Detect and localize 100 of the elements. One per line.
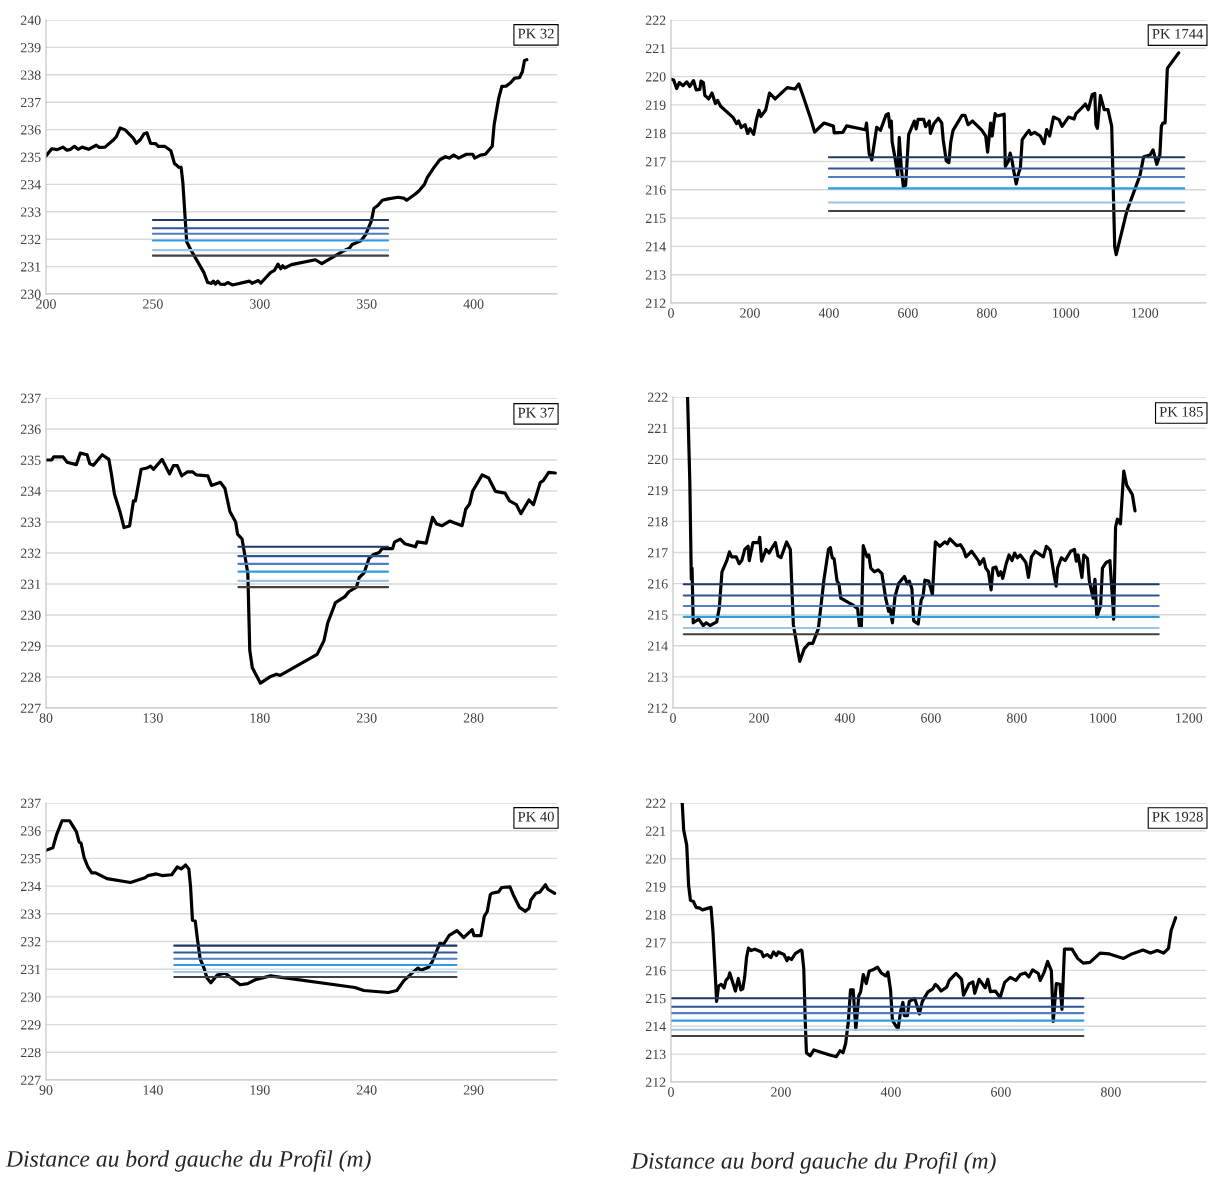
annotation: PK 1928 (1152, 811, 1203, 822)
y-tick-label: 228 (20, 1047, 41, 1058)
y-tick-label: 214 (645, 1021, 666, 1032)
x-tick-label: 1200 (1176, 713, 1203, 723)
x-tick-label: 90 (39, 1085, 53, 1095)
y-tick-label: 217 (645, 938, 666, 948)
x-tick-label: 80 (39, 713, 53, 723)
x-tick-label: 280 (463, 713, 484, 723)
x-tick-label: 250 (143, 299, 163, 309)
y-tick-label: 221 (645, 826, 666, 836)
y-tick-label: 213 (647, 672, 668, 682)
x-tick-label: 300 (250, 299, 270, 309)
y-tick-label: 217 (647, 548, 668, 558)
y-tick-label: 236 (20, 125, 41, 135)
y-tick-label: 235 (20, 854, 41, 864)
y-tick-label: 214 (647, 641, 668, 651)
x-tick-label: 190 (250, 1085, 270, 1095)
y-tick-label: 230 (20, 289, 41, 299)
y-tick-label: 232 (20, 937, 41, 947)
x-tick-label: 1200 (1132, 308, 1159, 318)
y-tick-label: 215 (645, 213, 666, 224)
y-tick-label: 238 (20, 70, 41, 80)
x-tick-label: 600 (898, 308, 918, 318)
y-tick-label: 216 (645, 966, 666, 976)
x-axis-title: Distance au bord gauche du Profil (m) (630, 1152, 996, 1174)
x-tick-label: 0 (668, 308, 674, 318)
y-tick-label: 233 (20, 517, 41, 527)
annotation: PK 1744 (1152, 28, 1204, 39)
y-tick-label: 222 (647, 392, 668, 402)
y-tick-label: 239 (20, 43, 41, 53)
y-tick-label: 233 (20, 909, 41, 919)
annotation: PK 37 (517, 407, 555, 418)
y-tick-label: 228 (20, 672, 41, 682)
y-tick-label: 221 (647, 423, 668, 433)
x-tick-label: 180 (250, 713, 270, 723)
y-tick-label: 229 (20, 641, 41, 651)
y-tick-label: 214 (645, 242, 666, 252)
x-tick-label: 200 (749, 713, 769, 723)
x-tick-label: 1000 (1053, 308, 1080, 318)
y-tick-label: 219 (645, 100, 666, 110)
y-tick-label: 229 (20, 1020, 41, 1030)
y-tick-label: 213 (645, 1049, 666, 1060)
y-tick-label: 218 (645, 910, 666, 920)
y-tick-label: 232 (20, 234, 41, 245)
x-tick-label: 600 (921, 713, 941, 723)
y-tick-label: 235 (20, 152, 41, 162)
y-tick-label: 231 (20, 579, 41, 589)
y-tick-label: 236 (20, 424, 41, 434)
y-tick-label: 220 (645, 854, 666, 864)
x-tick-label: 290 (463, 1085, 484, 1095)
x-axis-title: Distance au bord gauche du Profil (m) (5, 1150, 371, 1172)
x-tick-label: 600 (991, 1087, 1011, 1097)
x-tick-label: 240 (356, 1085, 377, 1095)
x-tick-label: 1000 (1090, 713, 1117, 723)
x-tick-label: 200 (36, 299, 56, 309)
y-tick-label: 231 (20, 262, 41, 272)
y-tick-label: 234 (20, 180, 41, 190)
x-tick-label: 0 (668, 1087, 674, 1097)
x-tick-label: 350 (356, 299, 377, 309)
y-tick-label: 213 (645, 270, 666, 280)
x-tick-label: 400 (834, 713, 855, 723)
y-tick-label: 234 (20, 486, 41, 496)
y-tick-label: 232 (20, 548, 41, 558)
y-tick-label: 233 (20, 207, 41, 217)
y-tick-label: 212 (645, 298, 666, 308)
annotation: PK 185 (1159, 406, 1203, 417)
y-tick-label: 219 (647, 485, 668, 496)
y-tick-label: 234 (20, 881, 41, 892)
x-tick-label: 800 (1006, 713, 1027, 723)
line-series (685, 397, 1137, 663)
y-tick-label: 237 (20, 798, 41, 808)
y-tick-label: 215 (647, 610, 668, 620)
annotation: PK 32 (517, 28, 554, 39)
y-tick-label: 218 (647, 516, 668, 527)
y-tick-label: 217 (645, 157, 666, 167)
x-tick-label: 0 (670, 713, 676, 723)
x-tick-label: 130 (143, 713, 163, 723)
x-tick-label: 800 (976, 308, 997, 318)
y-tick-label: 230 (20, 992, 41, 1002)
y-tick-label: 220 (645, 72, 666, 82)
line-series (671, 51, 1181, 257)
line-series (46, 58, 529, 287)
y-tick-label: 212 (645, 1077, 666, 1087)
x-tick-label: 400 (818, 308, 839, 318)
x-tick-label: 400 (880, 1087, 901, 1097)
y-tick-label: 222 (645, 15, 666, 25)
y-tick-label: 212 (647, 703, 668, 713)
y-tick-label: 216 (647, 579, 668, 589)
annotation: PK 40 (517, 811, 554, 822)
x-tick-label: 140 (143, 1085, 163, 1095)
x-tick-label: 400 (463, 299, 484, 309)
y-tick-label: 215 (645, 993, 666, 1004)
y-tick-label: 227 (20, 1075, 41, 1085)
y-tick-label: 231 (20, 964, 41, 975)
y-tick-label: 219 (645, 882, 666, 892)
y-tick-label: 222 (645, 798, 666, 808)
y-tick-label: 235 (20, 455, 41, 465)
y-tick-label: 240 (20, 15, 41, 25)
y-tick-label: 220 (647, 454, 668, 465)
y-tick-label: 221 (645, 43, 666, 54)
